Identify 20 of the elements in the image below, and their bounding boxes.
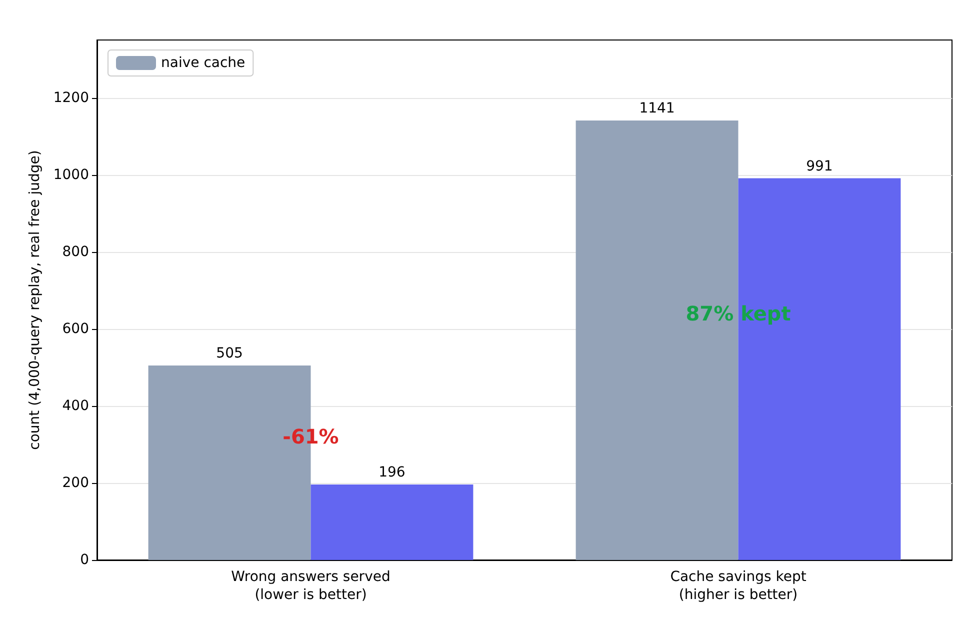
x-tick-label: Cache savings kept (higher is better)	[670, 569, 807, 603]
y-tick-label: 800	[62, 244, 89, 260]
bar	[738, 178, 901, 560]
legend-label: naive cache	[161, 55, 246, 71]
y-tick-label: 0	[80, 552, 89, 568]
bar	[576, 120, 738, 560]
bar	[310, 484, 474, 560]
y-tick-label: 200	[62, 474, 89, 491]
y-tick-label: 400	[62, 398, 89, 414]
y-tick-label: 1000	[53, 166, 89, 183]
annotation: 87% kept	[686, 301, 792, 326]
data-label: 1141	[639, 100, 675, 117]
data-label: 505	[216, 345, 243, 362]
data-label: 991	[806, 158, 833, 174]
x-tick-label: Wrong answers served (lower is better)	[231, 569, 390, 603]
annotation: -61%	[282, 424, 339, 449]
y-tick-label: 600	[62, 320, 89, 337]
y-tick-label: 1200	[53, 90, 89, 106]
y-axis-title: count (4,000-query replay, real free judge)	[27, 150, 43, 450]
data-label: 196	[378, 464, 406, 481]
